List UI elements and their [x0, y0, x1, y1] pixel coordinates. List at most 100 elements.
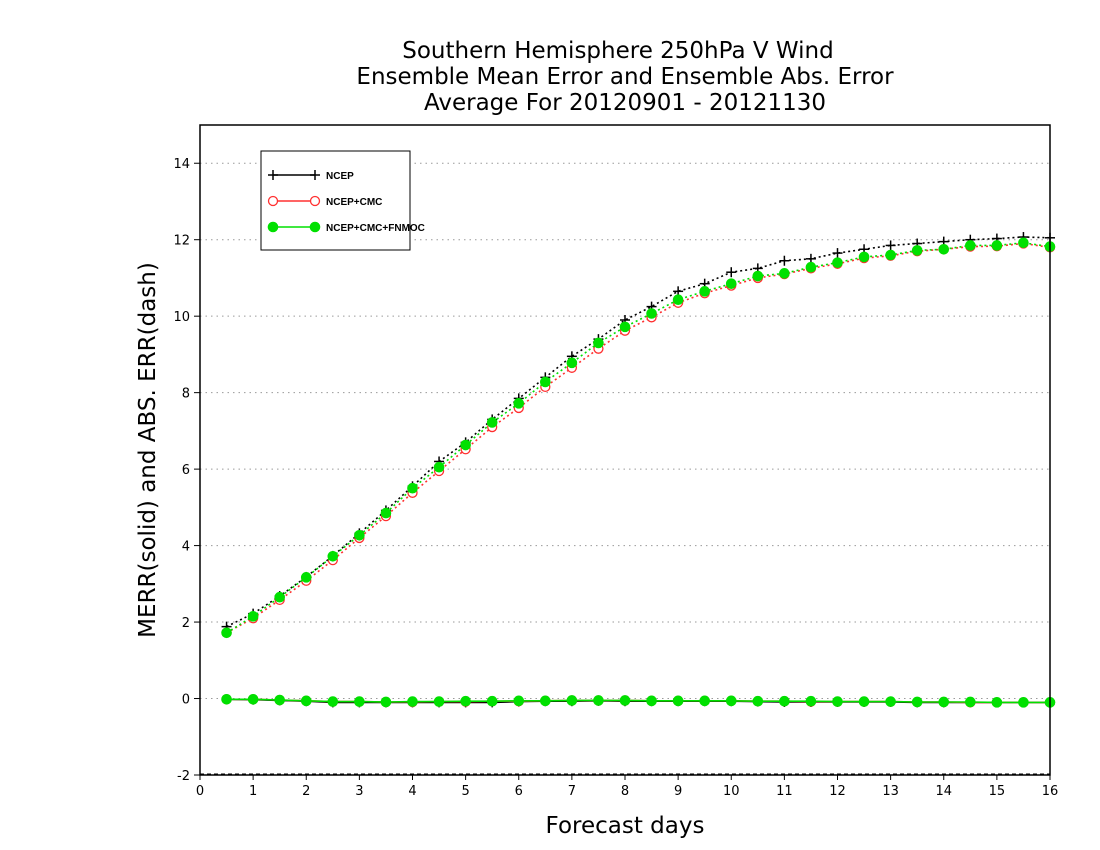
data-point: [221, 693, 232, 705]
plot-frame: [199, 124, 1051, 776]
legend-label: NCEP+CMC: [326, 197, 382, 208]
legend-item: NCEP: [268, 170, 354, 182]
data-point: [309, 195, 321, 207]
data-point: [991, 240, 1003, 251]
y-tick-label: 14: [173, 157, 190, 172]
x-tick-label: 11: [776, 784, 793, 799]
data-point: [486, 695, 498, 707]
data-point: [566, 695, 578, 706]
data-point: [1018, 237, 1029, 249]
abs-err-line: [226, 241, 1051, 634]
x-tick-label: 16: [1042, 784, 1059, 799]
data-point: [779, 695, 790, 707]
data-point: [513, 695, 525, 707]
data-point: [1018, 697, 1029, 708]
x-tick-label: 14: [935, 784, 952, 799]
data-point: [885, 249, 896, 261]
data-point: [672, 294, 684, 306]
data-point: [779, 268, 790, 279]
series-plot: [221, 232, 1056, 708]
data-point: [247, 611, 259, 622]
data-point: [805, 695, 817, 707]
title-line-2: Ensemble Mean Error and Ensemble Abs. Er…: [356, 64, 894, 90]
data-point: [354, 529, 365, 541]
data-point: [858, 696, 870, 707]
x-tick-label: 9: [674, 784, 682, 799]
data-point: [433, 696, 445, 707]
y-tick-label: -2: [177, 769, 190, 784]
data-point: [991, 697, 1003, 708]
data-point: [725, 278, 737, 289]
data-point: [911, 696, 923, 708]
data-point: [221, 627, 232, 639]
x-tick-label: 0: [196, 784, 204, 799]
x-axis-label: Forecast days: [546, 813, 705, 839]
title-line-1: Southern Hemisphere 250hPa V Wind: [402, 38, 833, 64]
data-point: [274, 591, 285, 603]
x-tick-label: 8: [621, 784, 629, 799]
data-point: [699, 286, 710, 297]
data-point: [885, 696, 896, 707]
x-tick-label: 1: [249, 784, 257, 799]
data-point: [832, 696, 843, 707]
data-point: [593, 695, 604, 706]
data-point: [513, 398, 525, 409]
x-tick-label: 2: [302, 784, 310, 799]
series-ncep-cmc: [221, 238, 1056, 708]
data-point: [566, 357, 578, 369]
x-tick-label: 12: [829, 784, 846, 799]
x-tick-label: 13: [882, 784, 899, 799]
data-point: [726, 267, 737, 278]
data-point: [938, 696, 950, 708]
legend-label: NCEP: [326, 171, 354, 182]
data-point: [407, 482, 418, 494]
data-point: [593, 337, 604, 349]
data-point: [380, 507, 392, 519]
y-axis-label: MERR(solid) and ABS. ERR(dash): [135, 262, 161, 638]
y-tick-label: 12: [173, 234, 190, 249]
data-point: [965, 696, 976, 708]
data-point: [832, 257, 843, 268]
x-tick-label: 6: [515, 784, 523, 799]
series-ncep: [221, 232, 1055, 708]
data-point: [267, 195, 279, 207]
chart-title: Southern Hemisphere 250hPa V Wind Ensemb…: [356, 38, 894, 116]
data-point: [268, 170, 278, 180]
data-point: [725, 695, 737, 707]
data-point: [646, 695, 657, 707]
data-point: [646, 308, 657, 319]
data-point: [779, 255, 790, 266]
abs-err-line: [226, 236, 1051, 628]
data-point: [752, 695, 764, 707]
x-tick-label: 3: [355, 784, 363, 799]
data-point: [327, 550, 339, 562]
series-ncep-cmc-fnmoc: [221, 237, 1056, 708]
gridlines: [200, 162, 1050, 775]
x-tick-label: 4: [408, 784, 416, 799]
data-point: [619, 695, 631, 706]
y-tick-label: 2: [182, 616, 190, 631]
x-tick-label: 7: [568, 784, 576, 799]
data-point: [354, 696, 365, 707]
data-point: [540, 376, 551, 388]
data-point: [310, 170, 320, 180]
data-point: [619, 321, 631, 333]
data-point: [460, 695, 471, 707]
y-tick-label: 4: [182, 540, 190, 555]
data-point: [247, 693, 259, 705]
legend-label: NCEP+CMC+FNMOC: [326, 223, 425, 234]
data-point: [327, 696, 339, 707]
data-point: [752, 270, 764, 282]
y-tick-label: 8: [182, 387, 190, 402]
data-point: [300, 572, 312, 583]
x-tick-label: 5: [461, 784, 469, 799]
x-tick-label: 10: [723, 784, 740, 799]
data-point: [274, 694, 285, 706]
legend: NCEP NCEP+CMC NCEP+CMC+FNMOC: [260, 150, 425, 251]
data-point: [832, 248, 843, 259]
data-point: [486, 417, 498, 428]
data-point: [540, 695, 551, 707]
data-point: [805, 261, 817, 273]
